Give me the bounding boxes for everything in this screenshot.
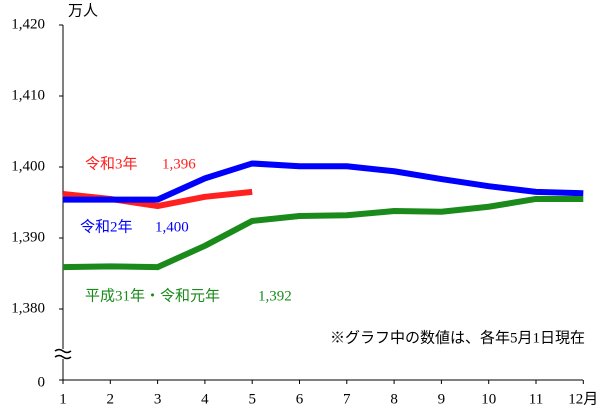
series-name: 令和2年 <box>80 218 133 235</box>
x-tick-label: 5 <box>248 391 256 407</box>
series-line <box>63 160 584 203</box>
x-tick-label: 3 <box>154 391 162 407</box>
y-tick-label: 1,420 <box>11 16 45 32</box>
x-tick-label: 12月 <box>568 391 598 407</box>
y-tick-label: 1,400 <box>11 158 45 174</box>
axis-break <box>57 349 69 359</box>
x-tick-label: 7 <box>343 391 351 407</box>
x-tick-label: 9 <box>438 391 446 407</box>
x-tick-label: 4 <box>201 391 209 407</box>
x-tick-label: 8 <box>390 391 398 407</box>
y-tick-label: 0 <box>38 374 46 390</box>
series-name: 令和3年 <box>85 155 138 172</box>
series-value-label: 1,400 <box>155 219 189 235</box>
axis-break-mark <box>54 348 72 360</box>
y-unit: 万人 <box>68 2 98 19</box>
x-tick-label: 1 <box>59 391 67 407</box>
x-tick-label: 2 <box>107 391 115 407</box>
x-tick-label: 10 <box>481 391 496 407</box>
y-tick-label: 1,410 <box>11 87 45 103</box>
x-tick-label: 6 <box>296 391 304 407</box>
series-value-label: 1,392 <box>258 288 292 304</box>
series-name: 平成31年・令和元年 <box>85 287 220 304</box>
note: ※グラフ中の数値は、各年5月1日現在 <box>330 329 585 346</box>
y-tick-label: 1,380 <box>11 300 45 316</box>
series-value-label: 1,396 <box>162 156 196 172</box>
y-tick-label: 1,390 <box>11 229 45 245</box>
x-tick-label: 11 <box>529 391 543 407</box>
series-line <box>62 195 584 271</box>
